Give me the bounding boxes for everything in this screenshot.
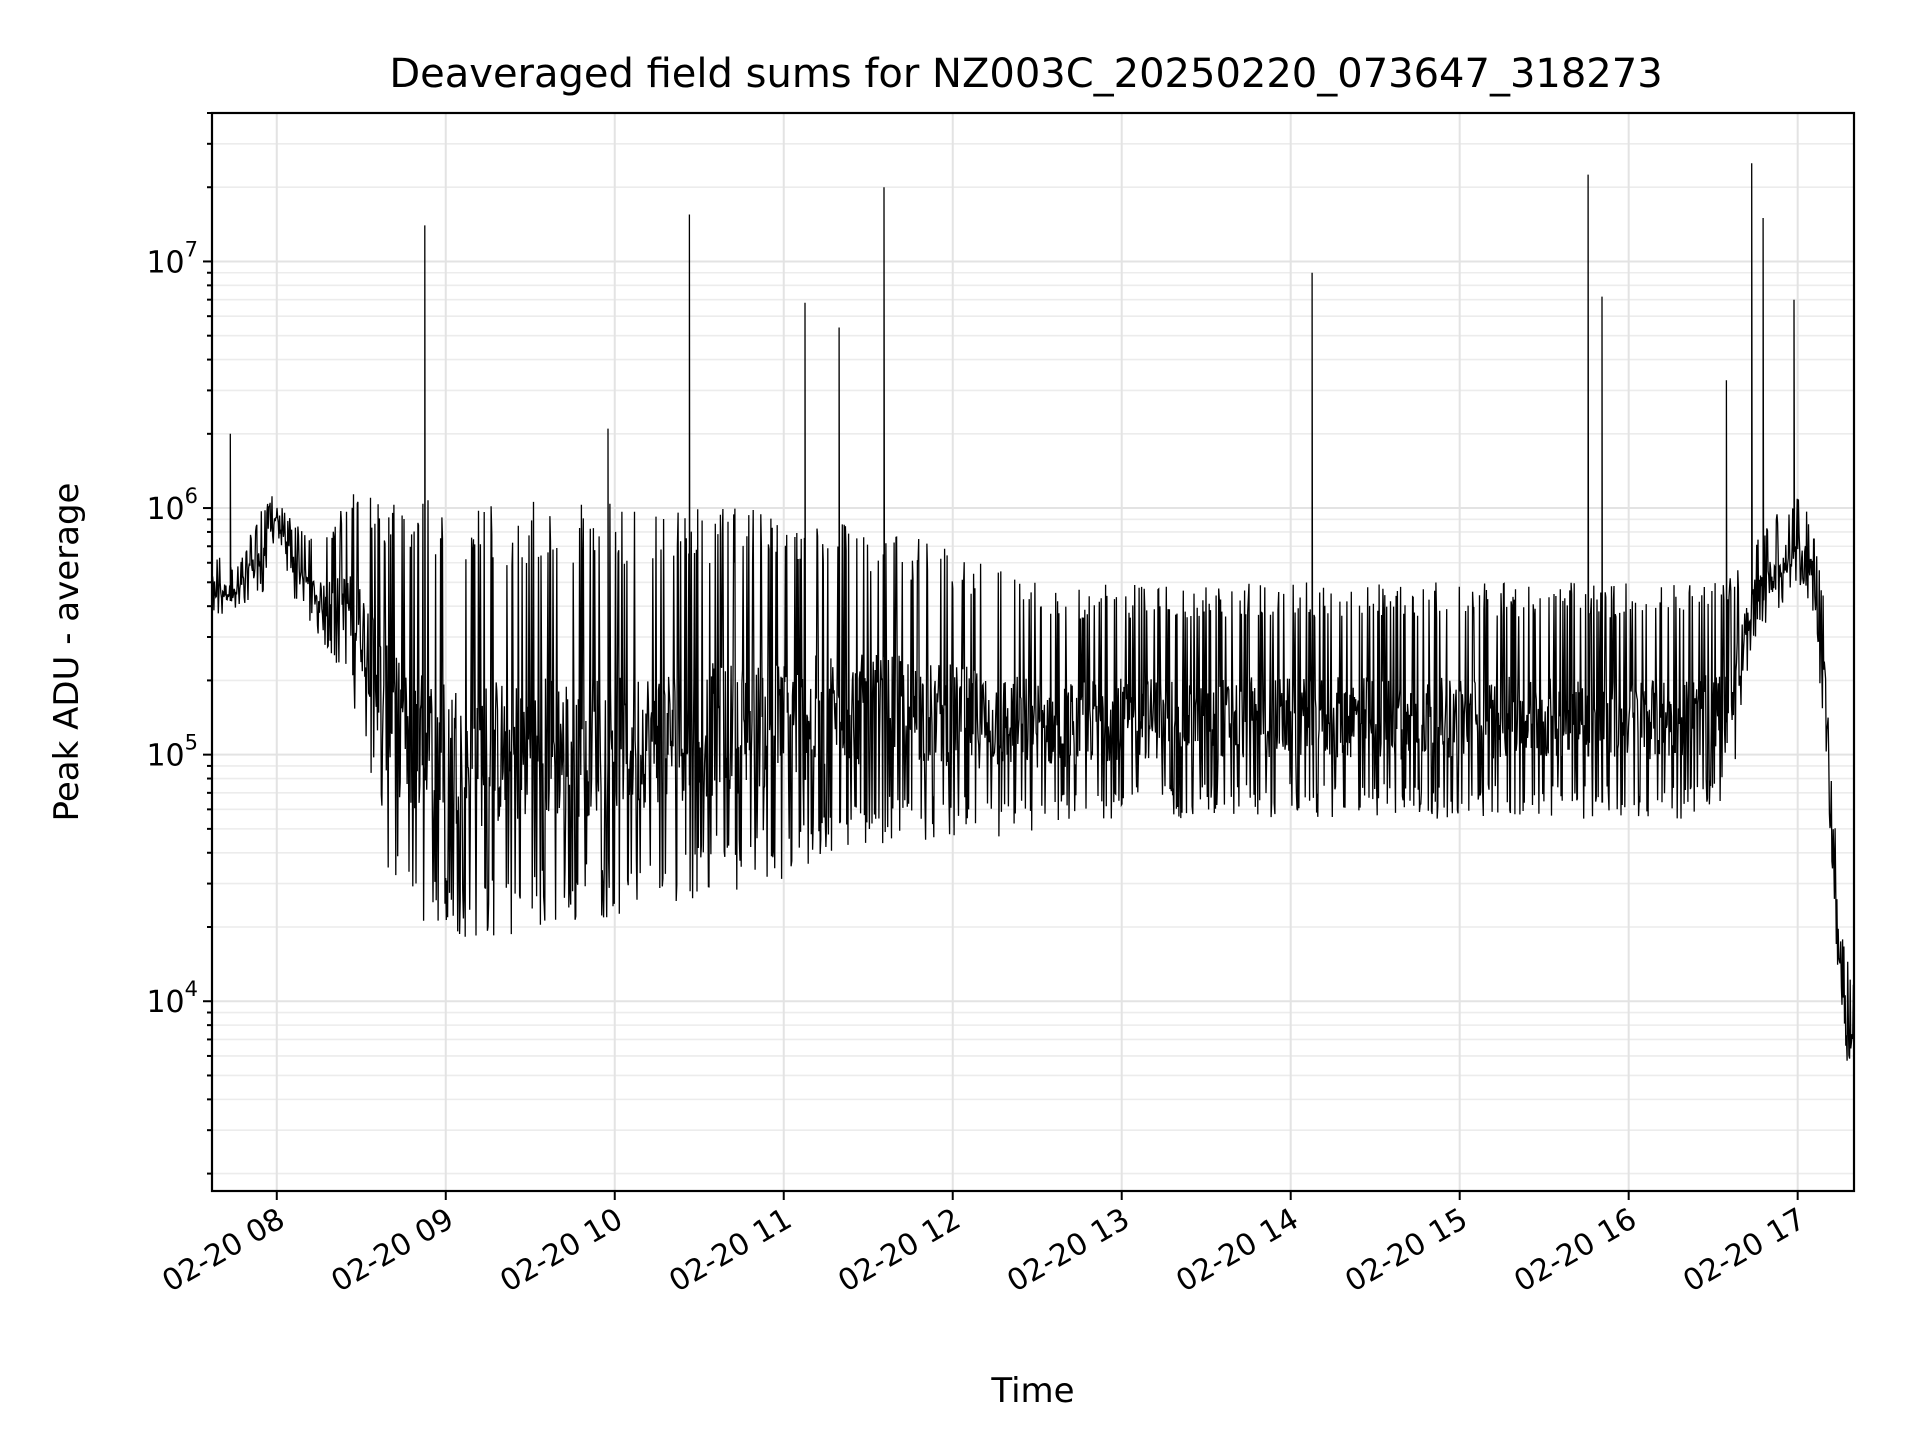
x-tick-label: 02-20 14 — [1170, 1202, 1304, 1300]
x-tick-label: 02-20 12 — [832, 1202, 966, 1300]
series-group — [211, 163, 1855, 1061]
chart-title: Deaveraged field sums for NZ003C_2025022… — [389, 51, 1662, 97]
y-tick-label: 107 — [146, 237, 198, 280]
x-tick-label: 02-20 08 — [156, 1202, 290, 1300]
grid — [212, 112, 1854, 1191]
x-tick-label: 02-20 17 — [1677, 1202, 1811, 1300]
y-axis-label: Peak ADU - average — [47, 483, 87, 822]
x-tick-label: 02-20 11 — [663, 1202, 797, 1300]
x-axis: 02-20 08 02-20 09 02-20 10 02-20 11 02-20 12… — [156, 1191, 1812, 1300]
x-axis-label: Time — [990, 1371, 1074, 1411]
x-tick-label: 02-20 09 — [325, 1202, 459, 1300]
x-tick-label: 02-20 16 — [1508, 1202, 1642, 1300]
x-tick-label: 02-20 15 — [1339, 1202, 1473, 1300]
y-tick-label: 104 — [146, 977, 198, 1020]
y-tick-label: 106 — [146, 484, 198, 527]
y-tick-label: 105 — [146, 731, 198, 774]
x-tick-label: 02-20 13 — [1001, 1202, 1135, 1300]
x-tick-label: 02-20 10 — [494, 1202, 628, 1300]
y-axis: 104 105 106 107 — [146, 112, 212, 1175]
plot-frame — [210, 111, 1856, 1193]
series-line — [211, 163, 1855, 1061]
